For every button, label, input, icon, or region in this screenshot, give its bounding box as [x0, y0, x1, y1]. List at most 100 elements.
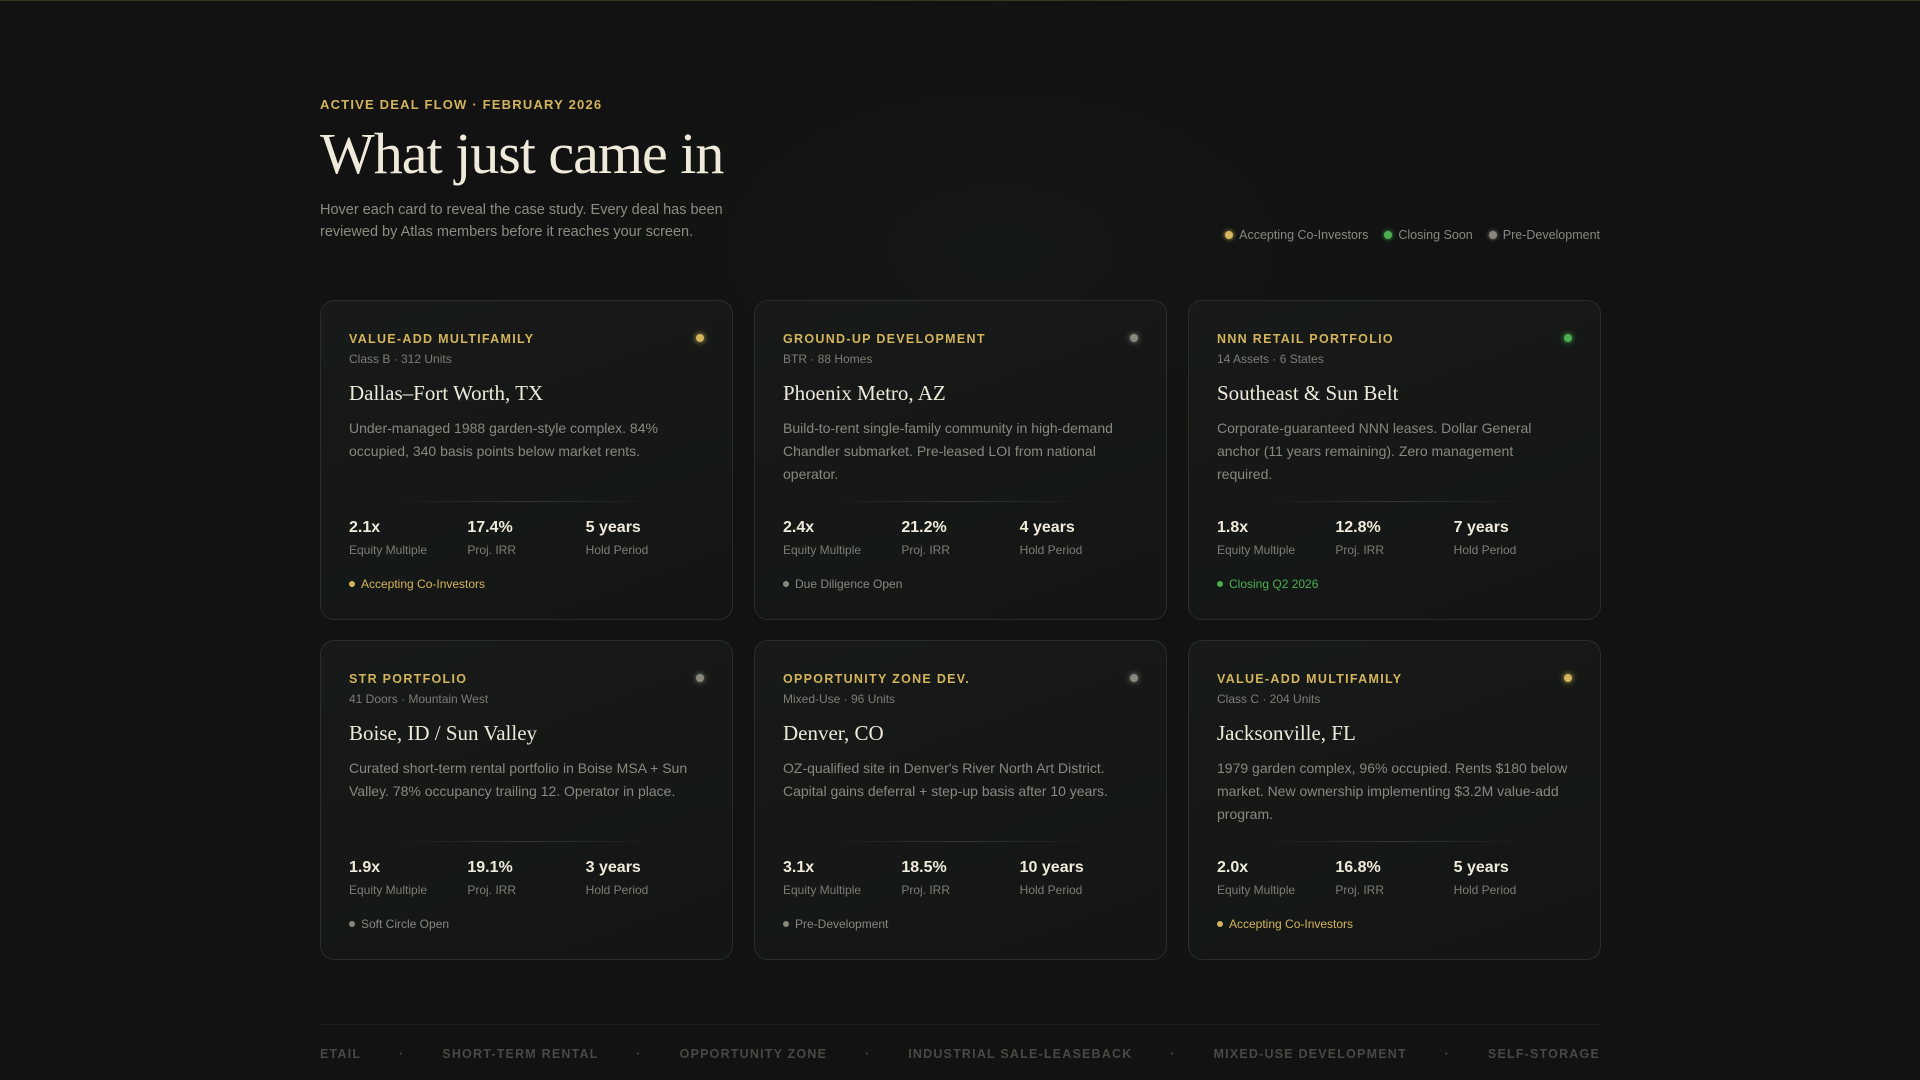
metric-label: Hold Period [1019, 883, 1083, 897]
ticker-item: OPPORTUNITY ZONE [679, 1047, 828, 1061]
status-dot-icon [1225, 231, 1234, 239]
category-ticker: ETAIL · SHORT-TERM RENTAL · OPPORTUNITY ZONE… [320, 1024, 1600, 1061]
metric-value: 1.8x [1217, 519, 1249, 536]
deal-meta: 14 Assets · 6 States [1217, 352, 1324, 366]
metric-label: Proj. IRR [901, 883, 951, 897]
metric-label: Hold Period [1453, 543, 1517, 557]
metric-value: 2.1x [349, 519, 381, 536]
deal-meta: BTR · 88 Homes [783, 352, 873, 366]
deal-card[interactable]: STR PORTFOLIO 41 Doors · Mountain West B… [320, 640, 733, 960]
metric-label: Equity Multiple [349, 543, 428, 557]
ticker-separator: · [864, 1047, 871, 1061]
status-dot-icon [696, 674, 704, 682]
status-dot-icon [1130, 674, 1138, 682]
divider [1259, 841, 1530, 842]
metric: 3.1x Equity Multiple [783, 859, 901, 897]
ticker-separator: · [399, 1047, 405, 1061]
deal-card[interactable]: GROUND-UP DEVELOPMENT BTR · 88 Homes Pho… [754, 300, 1167, 620]
deal-description: Under-managed 1988 garden-style complex.… [349, 420, 658, 459]
metric: 2.4x Equity Multiple [783, 519, 901, 557]
status-dot-icon [1217, 581, 1223, 587]
deal-card[interactable]: VALUE-ADD MULTIFAMILY Class B · 312 Unit… [320, 300, 733, 620]
metric-value: 1.9x [349, 859, 381, 876]
ticker-item: SHORT-TERM RENTAL [442, 1047, 599, 1061]
deal-metrics: 1.9x Equity Multiple 19.1% Proj. IRR 3 years… [349, 859, 704, 897]
status-label: Pre-Development [795, 917, 889, 931]
ticker-separator: · [1444, 1047, 1451, 1061]
deal-metrics: 2.0x Equity Multiple 16.8% Proj. IRR 5 years… [1217, 859, 1572, 897]
metric-label: Proj. IRR [901, 543, 951, 557]
status-dot-icon [349, 921, 355, 927]
deal-category: STR PORTFOLIO [349, 672, 468, 686]
metric-label: Proj. IRR [467, 883, 517, 897]
status-dot-icon [1488, 231, 1497, 239]
status-dot-icon [1130, 334, 1138, 342]
deal-status: Accepting Co-Investors [1217, 917, 1353, 931]
metric-value: 21.2% [901, 519, 947, 536]
deal-description: OZ-qualified site in Denver's River Nort… [783, 760, 1108, 799]
ticker-separator: · [1170, 1047, 1176, 1061]
legend-item: Pre-Development [1488, 228, 1600, 242]
metric-value: 4 years [1019, 519, 1075, 536]
deal-grid: VALUE-ADD MULTIFAMILY Class B · 312 Unit… [320, 300, 1601, 960]
deal-metrics: 2.1x Equity Multiple 17.4% Proj. IRR 5 years… [349, 519, 704, 557]
divider [391, 841, 662, 842]
divider [825, 501, 1096, 502]
deal-category: VALUE-ADD MULTIFAMILY [1217, 672, 1403, 686]
metric-label: Proj. IRR [467, 543, 517, 557]
legend-label: Pre-Development [1502, 228, 1600, 242]
metric-label: Hold Period [1019, 543, 1083, 557]
metric: 2.0x Equity Multiple [1217, 859, 1335, 897]
metric-value: 3.1x [783, 859, 815, 876]
status-dot-icon [1564, 334, 1572, 342]
metric: 12.8% Proj. IRR [1335, 519, 1453, 557]
metric: 1.9x Equity Multiple [349, 859, 467, 897]
status-label: Soft Circle Open [361, 917, 450, 931]
metric: 5 years Hold Period [586, 519, 704, 557]
metric-value: 3 years [585, 859, 641, 876]
deal-status: Pre-Development [783, 917, 888, 931]
status-dot-icon [1217, 921, 1223, 927]
deal-meta: 41 Doors · Mountain West [349, 692, 489, 706]
metric-label: Equity Multiple [349, 883, 428, 897]
legend-item: Accepting Co-Investors [1225, 228, 1368, 242]
metric: 18.5% Proj. IRR [901, 859, 1019, 897]
metric: 5 years Hold Period [1454, 859, 1572, 897]
status-dot-icon [349, 581, 355, 587]
legend-label: Accepting Co-Investors [1239, 228, 1369, 242]
status-legend: Accepting Co-Investors Closing Soon Pre-De… [1225, 228, 1600, 242]
ticker-item: INDUSTRIAL SALE-LEASEBACK [908, 1047, 1133, 1061]
deal-meta: Class B · 312 Units [349, 352, 452, 366]
metric-label: Equity Multiple [783, 883, 862, 897]
top-border [0, 0, 1920, 1]
metric-value: 18.5% [901, 859, 947, 876]
deal-status: Due Diligence Open [783, 577, 902, 591]
metric-label: Equity Multiple [1217, 543, 1296, 557]
deal-category: VALUE-ADD MULTIFAMILY [349, 332, 535, 346]
deal-metrics: 1.8x Equity Multiple 12.8% Proj. IRR 7 years… [1217, 519, 1572, 557]
metric: 3 years Hold Period [586, 859, 704, 897]
deal-card[interactable]: OPPORTUNITY ZONE DEV. Mixed-Use · 96 Uni… [754, 640, 1167, 960]
metric-value: 5 years [1453, 859, 1509, 876]
eyebrow: ACTIVE DEAL FLOW · FEBRUARY 2026 [320, 97, 603, 112]
metric: 19.1% Proj. IRR [467, 859, 585, 897]
deal-location: Phoenix Metro, AZ [783, 381, 946, 405]
deal-location: Southeast & Sun Belt [1217, 381, 1399, 405]
ticker-separator: · [636, 1047, 642, 1061]
metric-label: Hold Period [585, 543, 649, 557]
status-dot-icon [1564, 674, 1572, 682]
deal-status: Closing Q2 2026 [1217, 577, 1318, 591]
metric-value: 5 years [585, 519, 641, 536]
deal-location: Denver, CO [783, 721, 884, 745]
metric-label: Proj. IRR [1335, 543, 1385, 557]
deal-description: 1979 garden complex, 96% occupied. Rents… [1217, 760, 1568, 822]
deal-status: Accepting Co-Investors [349, 577, 485, 591]
deal-card[interactable]: NNN RETAIL PORTFOLIO 14 Assets · 6 State… [1188, 300, 1601, 620]
deal-meta: Mixed-Use · 96 Units [783, 692, 896, 706]
deal-description: Corporate-guaranteed NNN leases. Dollar … [1217, 420, 1532, 482]
status-label: Closing Q2 2026 [1229, 577, 1319, 591]
metric-value: 19.1% [467, 859, 513, 876]
deal-card[interactable]: VALUE-ADD MULTIFAMILY Class C · 204 Unit… [1188, 640, 1601, 960]
metric-value: 16.8% [1335, 859, 1381, 876]
page-subtitle: Hover each card to reveal the case study… [320, 202, 723, 240]
